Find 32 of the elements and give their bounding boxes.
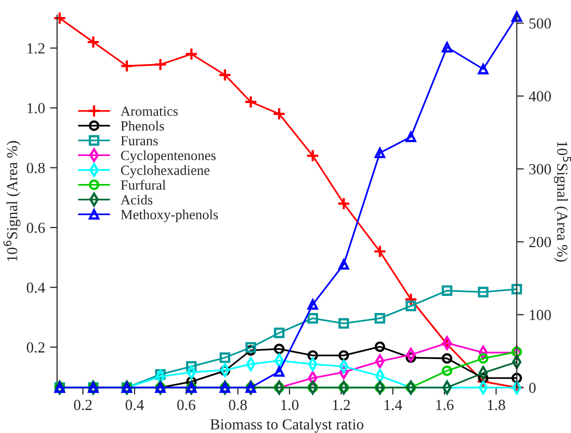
x-tick-label: 1.6	[436, 400, 454, 410]
legend-label: Cyclopentenones	[121, 150, 216, 164]
x-tick-label: 1.0	[281, 400, 298, 410]
y-tick-label: 1.0	[28, 103, 45, 114]
legend-label: Furans	[120, 136, 158, 146]
legend-label: Acids	[120, 194, 152, 205]
y2-axis-title: 10$^{5}$Signal (Area %)	[554, 142, 571, 262]
legend-label: Phenols	[120, 120, 164, 131]
x-tick-label: 0.8	[228, 400, 247, 410]
x-tick-label: 1.8	[488, 400, 506, 410]
y2-tick-label: 200	[529, 236, 551, 248]
y-tick-label: 1.2	[28, 43, 44, 54]
y-tick-label: 0.4	[26, 282, 46, 293]
y2-tick-label: 500	[529, 18, 551, 29]
y-axis-title: 10$^{6}$Signal (Area %)	[3, 141, 20, 261]
x-tick-label: 1.4	[384, 400, 402, 410]
x-axis-title: Biomass to Catalyst ratio	[210, 418, 364, 433]
x-tick-label: 1.2	[332, 400, 350, 410]
legend-label: Methoxy-phenols	[120, 210, 218, 222]
y2-tick-label: 300	[529, 164, 551, 174]
legend-label: Aromatics	[120, 106, 178, 116]
legend-label: Cyclohexadiene	[121, 165, 210, 178]
y2-tick-label: 0	[529, 382, 536, 393]
y-tick-label: 0.2	[26, 342, 44, 353]
y2-tick-label: 400	[528, 91, 551, 102]
y-tick-label: 0.8	[26, 162, 45, 174]
y-tick-label: 0.6	[26, 222, 45, 234]
x-tick-label: 0.6	[177, 400, 196, 410]
legend-label: Furfural	[120, 180, 166, 190]
x-tick-label: 0.2	[74, 400, 92, 410]
x-tick-label: 0.4	[126, 400, 144, 410]
y2-tick-label: 100	[530, 310, 551, 320]
